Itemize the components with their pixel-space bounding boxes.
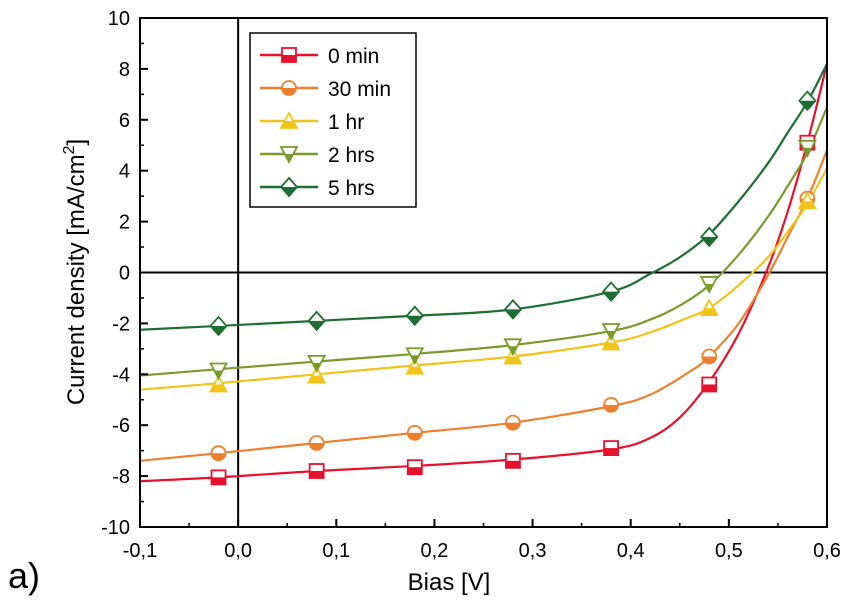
data-point-5-hrs-fill — [406, 315, 423, 325]
x-tick-label: 0,0 — [224, 540, 252, 562]
data-point-1-hr-fill — [701, 308, 718, 316]
y-tick-label: 0 — [119, 263, 130, 285]
data-point-5-hrs-fill — [799, 100, 816, 110]
y-tick-label: -4 — [112, 364, 130, 386]
data-point-1-hr-fill — [406, 366, 423, 374]
data-point-5-hrs-fill — [603, 291, 620, 301]
data-point-30-min-fill — [702, 356, 717, 364]
data-point-5-hrs-fill — [504, 309, 521, 319]
x-tick-label: 0,4 — [617, 540, 645, 562]
series-line-1-hr — [140, 167, 827, 391]
data-point-2-hrs-fill — [803, 147, 811, 156]
legend-marker-5-hrs-fill — [281, 187, 297, 196]
y-axis-title: Current density [mA/cm2] — [61, 139, 90, 405]
data-point-30-min-fill — [604, 404, 619, 412]
x-tick-label: 0,3 — [519, 540, 547, 562]
x-tick-label: 0,6 — [813, 540, 841, 562]
data-point-2-hrs-fill — [411, 355, 419, 364]
y-axis-title-suffix: ] — [63, 139, 90, 146]
data-point-0-min-fill — [309, 471, 324, 479]
panel-label: a) — [8, 555, 40, 596]
y-tick-label: -10 — [101, 517, 130, 539]
series-line-30-min — [140, 149, 827, 462]
data-point-1-hr-fill — [603, 342, 620, 350]
data-point-30-min-fill — [407, 432, 422, 440]
axis-tick-labels: -0,1 0,0 0,1 0,2 0,3 0,4 0,5 0,6 -10 -8 -6 -4 -2 0 2 4 6… — [101, 8, 841, 562]
x-axis-title: Bias [V] — [408, 569, 491, 596]
data-point-5-hrs-fill — [308, 320, 325, 330]
data-point-30-min-fill — [505, 422, 520, 430]
x-tick-label: 0,5 — [715, 540, 743, 562]
legend-label-30-min: 30 min — [328, 78, 391, 101]
y-tick-label: 10 — [108, 8, 130, 30]
y-axis-title-superscript: 2 — [61, 145, 78, 154]
reference-lines — [140, 18, 827, 527]
data-point-1-hr-fill — [308, 375, 325, 383]
y-tick-label: -8 — [112, 466, 130, 488]
data-point-1-hr-fill — [504, 356, 521, 364]
legend-label-2-hrs: 2 hrs — [328, 144, 375, 167]
x-tick-label: 0,1 — [322, 540, 350, 562]
y-tick-label: 8 — [119, 59, 130, 81]
legend: 0 min 30 min 1 hr 2 hrs 5 hrs — [249, 32, 417, 208]
data-point-0-min-fill — [505, 460, 520, 468]
data-point-0-min-fill — [407, 467, 422, 475]
legend-label-0-min: 0 min — [328, 45, 379, 68]
y-tick-label: -2 — [112, 313, 130, 335]
data-point-5-hrs-fill — [701, 236, 718, 246]
axis-ticks — [139, 17, 828, 528]
legend-marker-1-hr-fill — [281, 121, 297, 128]
series-markers — [209, 90, 817, 486]
data-point-5-hrs-fill — [210, 325, 227, 335]
series-line-5-hrs — [140, 63, 827, 331]
x-tick-label: -0,1 — [123, 540, 157, 562]
data-point-2-hrs-fill — [607, 331, 615, 340]
y-tick-label: 2 — [119, 212, 130, 234]
data-point-30-min-fill — [309, 443, 324, 451]
legend-label-5-hrs: 5 hrs — [328, 177, 375, 200]
legend-label-1-hr: 1 hr — [328, 111, 364, 134]
data-point-1-hr-fill — [799, 201, 816, 209]
data-point-2-hrs-fill — [705, 283, 713, 292]
legend-marker-30-min-fill — [282, 88, 296, 95]
data-point-0-min-fill — [702, 384, 717, 392]
y-axis-title-main: Current density [mA/cm — [63, 154, 90, 405]
legend-marker-2-hrs-fill — [285, 154, 293, 162]
data-point-2-hrs-fill — [215, 370, 223, 379]
legend-marker-0-min-fill — [282, 55, 296, 62]
data-point-0-min-fill — [604, 448, 619, 456]
y-tick-label: -6 — [112, 415, 130, 437]
y-tick-label: 6 — [119, 110, 130, 132]
x-tick-label: 0,2 — [421, 540, 449, 562]
y-tick-label: 4 — [119, 161, 130, 183]
data-point-1-hr-fill — [210, 384, 227, 392]
data-point-0-min-fill — [211, 477, 226, 485]
data-point-2-hrs-fill — [509, 346, 517, 355]
series-line-2-hrs — [140, 106, 827, 377]
data-point-2-hrs-fill — [313, 362, 321, 371]
data-point-30-min-fill — [211, 453, 226, 461]
